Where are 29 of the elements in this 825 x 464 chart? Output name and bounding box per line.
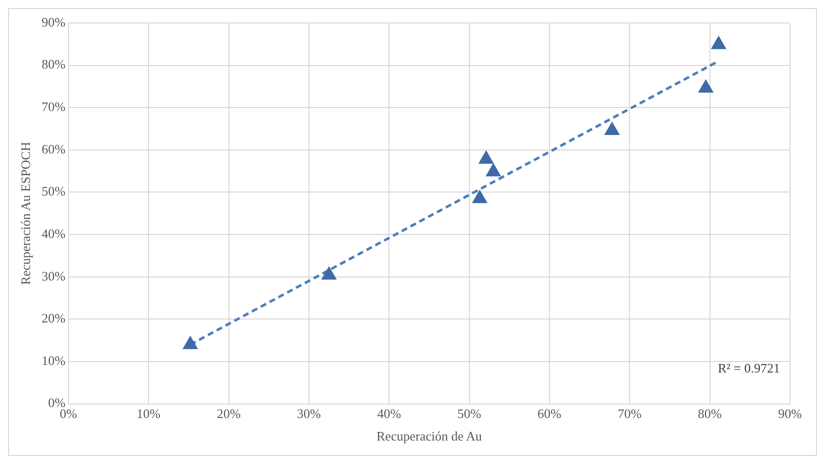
y-tick-label: 60% xyxy=(42,141,66,156)
x-tick-label: 20% xyxy=(216,406,241,422)
point xyxy=(322,266,336,280)
point xyxy=(472,190,488,204)
x-tick-label: 90% xyxy=(778,406,802,422)
point xyxy=(698,80,714,93)
y-tick-label: 10% xyxy=(42,352,66,368)
x-tick-label: 80% xyxy=(698,406,722,422)
y-tick-label: 70% xyxy=(42,99,66,114)
x-tick-label: 40% xyxy=(377,406,402,422)
y-axis-title: Recuperación Au ESPOCH xyxy=(18,142,34,285)
point xyxy=(604,122,620,135)
annotation: R² = 0.9721 xyxy=(718,360,780,376)
y-tick-label: 80% xyxy=(42,56,66,72)
y-tick-label: 20% xyxy=(42,310,66,326)
y-tick-label: 40% xyxy=(42,226,66,241)
x-tick-label: 70% xyxy=(618,406,642,422)
y-tick-label: 30% xyxy=(42,268,66,284)
x-axis-title: Recuperación de Au xyxy=(376,428,482,444)
x-tick-label: 50% xyxy=(457,406,482,422)
point xyxy=(486,163,501,176)
x-tick-label: 30% xyxy=(297,406,322,422)
y-tick-label: 90% xyxy=(42,14,66,30)
x-tick-label: 60% xyxy=(538,406,562,422)
y-tick-label: 50% xyxy=(42,184,66,199)
point xyxy=(478,150,494,164)
x-tick-label: 10% xyxy=(136,406,161,422)
point xyxy=(182,336,198,350)
point xyxy=(711,36,726,50)
